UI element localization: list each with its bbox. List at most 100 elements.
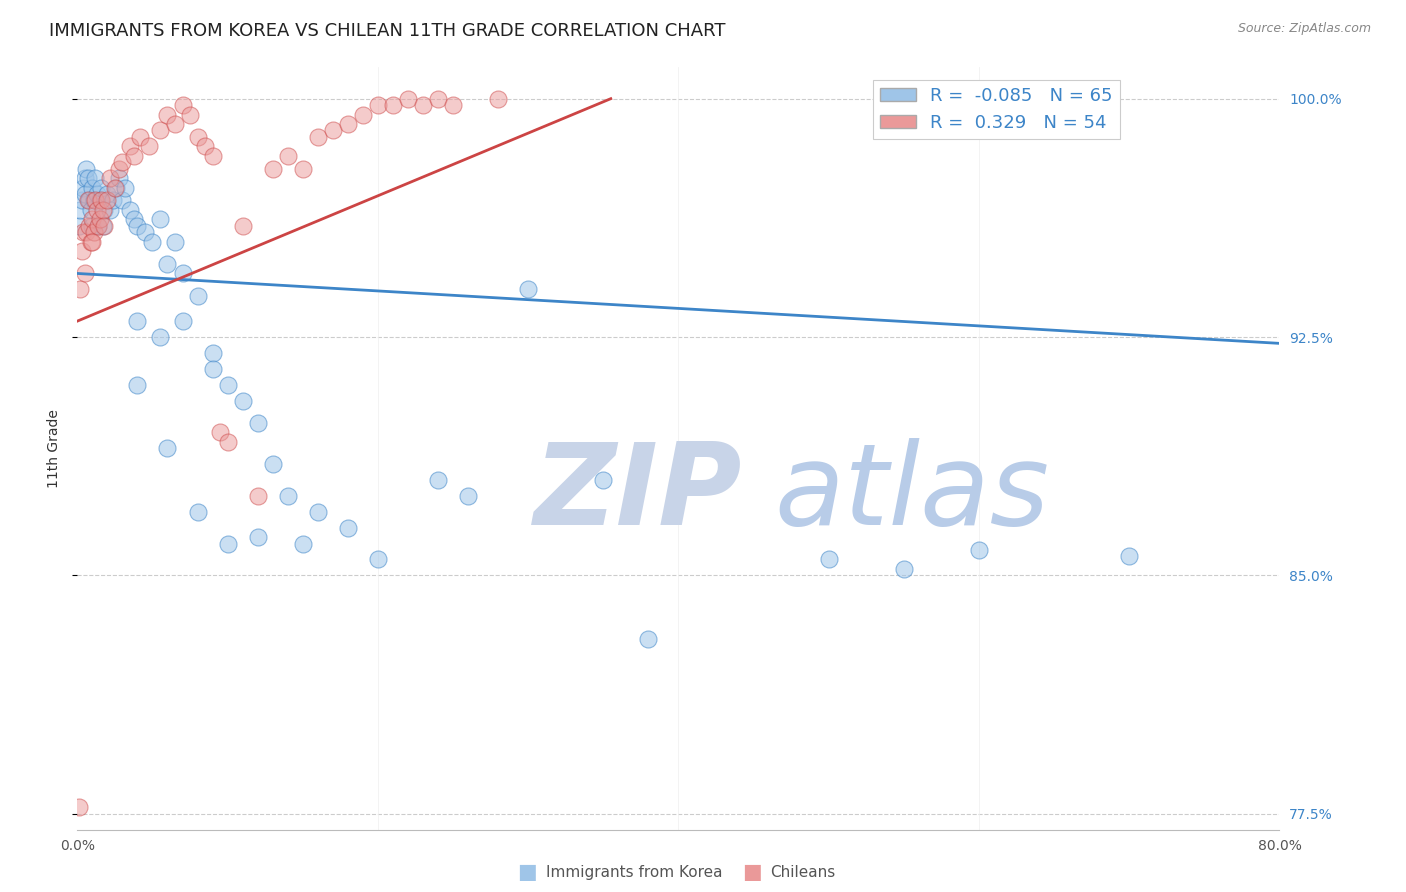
Point xyxy=(134,225,156,239)
Point xyxy=(217,434,239,449)
Point xyxy=(187,505,209,519)
Point xyxy=(72,225,94,239)
Point xyxy=(118,202,141,217)
Point xyxy=(127,219,149,233)
Point xyxy=(75,161,97,176)
Point xyxy=(80,202,103,217)
Point xyxy=(118,139,141,153)
Point xyxy=(84,194,107,208)
Point xyxy=(73,171,96,186)
Point xyxy=(100,171,122,186)
Point xyxy=(93,219,115,233)
Point xyxy=(127,314,149,328)
Point xyxy=(89,212,111,227)
Point xyxy=(187,129,209,144)
Point xyxy=(138,139,160,153)
Point xyxy=(70,194,93,208)
Text: ■: ■ xyxy=(517,863,537,882)
Point xyxy=(86,202,108,217)
Point xyxy=(83,194,105,208)
Point xyxy=(187,288,209,302)
Point xyxy=(156,107,179,121)
Point xyxy=(893,562,915,576)
Point xyxy=(209,425,232,440)
Text: atlas: atlas xyxy=(775,439,1050,549)
Point xyxy=(96,186,118,201)
Point xyxy=(93,202,115,217)
Point xyxy=(82,212,104,227)
Point xyxy=(427,92,450,106)
Point xyxy=(172,314,194,328)
Point xyxy=(457,489,479,503)
Point xyxy=(367,552,389,566)
Point xyxy=(232,219,254,233)
Point xyxy=(262,161,284,176)
Point xyxy=(76,194,98,208)
Point xyxy=(87,219,110,233)
Point xyxy=(1118,549,1140,564)
Point xyxy=(291,536,314,550)
Text: Source: ZipAtlas.com: Source: ZipAtlas.com xyxy=(1237,22,1371,36)
Point xyxy=(124,149,146,163)
Text: ■: ■ xyxy=(742,863,762,882)
Point xyxy=(96,194,118,208)
Point xyxy=(967,542,990,557)
Text: ZIP: ZIP xyxy=(534,439,742,549)
Point xyxy=(75,225,97,239)
Point xyxy=(381,98,404,112)
Point xyxy=(79,219,101,233)
Point xyxy=(73,186,96,201)
Point xyxy=(156,257,179,271)
Point xyxy=(307,505,329,519)
Point xyxy=(100,202,122,217)
Point xyxy=(246,416,269,430)
Point xyxy=(90,180,112,194)
Point xyxy=(82,180,104,194)
Point xyxy=(201,361,224,376)
Point xyxy=(396,92,419,106)
Point xyxy=(127,377,149,392)
Point xyxy=(91,219,114,233)
Point xyxy=(441,98,464,112)
Point xyxy=(91,202,114,217)
Point xyxy=(129,129,152,144)
Point xyxy=(82,235,104,249)
Point xyxy=(111,194,134,208)
Point xyxy=(194,139,217,153)
Point xyxy=(72,180,94,194)
Point xyxy=(163,235,186,249)
Point xyxy=(156,441,179,455)
Point xyxy=(67,800,90,814)
Point xyxy=(262,457,284,471)
Point xyxy=(217,536,239,550)
Text: IMMIGRANTS FROM KOREA VS CHILEAN 11TH GRADE CORRELATION CHART: IMMIGRANTS FROM KOREA VS CHILEAN 11TH GR… xyxy=(49,22,725,40)
Point xyxy=(427,473,450,487)
Point xyxy=(201,346,224,360)
Point xyxy=(486,92,509,106)
Point xyxy=(105,180,128,194)
Point xyxy=(149,212,172,227)
Point xyxy=(352,107,374,121)
Point xyxy=(172,267,194,281)
Point xyxy=(817,552,839,566)
Point xyxy=(104,180,127,194)
Point xyxy=(79,194,101,208)
Point xyxy=(291,161,314,176)
Point xyxy=(73,267,96,281)
Point xyxy=(592,473,614,487)
Point xyxy=(141,235,163,249)
Point xyxy=(114,180,136,194)
Point xyxy=(89,194,111,208)
Point xyxy=(201,149,224,163)
Point xyxy=(336,521,359,535)
Point xyxy=(82,219,104,233)
Point xyxy=(76,171,98,186)
Point xyxy=(322,123,344,137)
Point xyxy=(246,530,269,544)
Point xyxy=(70,244,93,259)
Point xyxy=(217,377,239,392)
Text: Immigrants from Korea: Immigrants from Korea xyxy=(546,865,723,880)
Point xyxy=(637,632,659,646)
Point xyxy=(277,489,299,503)
Point xyxy=(108,171,131,186)
